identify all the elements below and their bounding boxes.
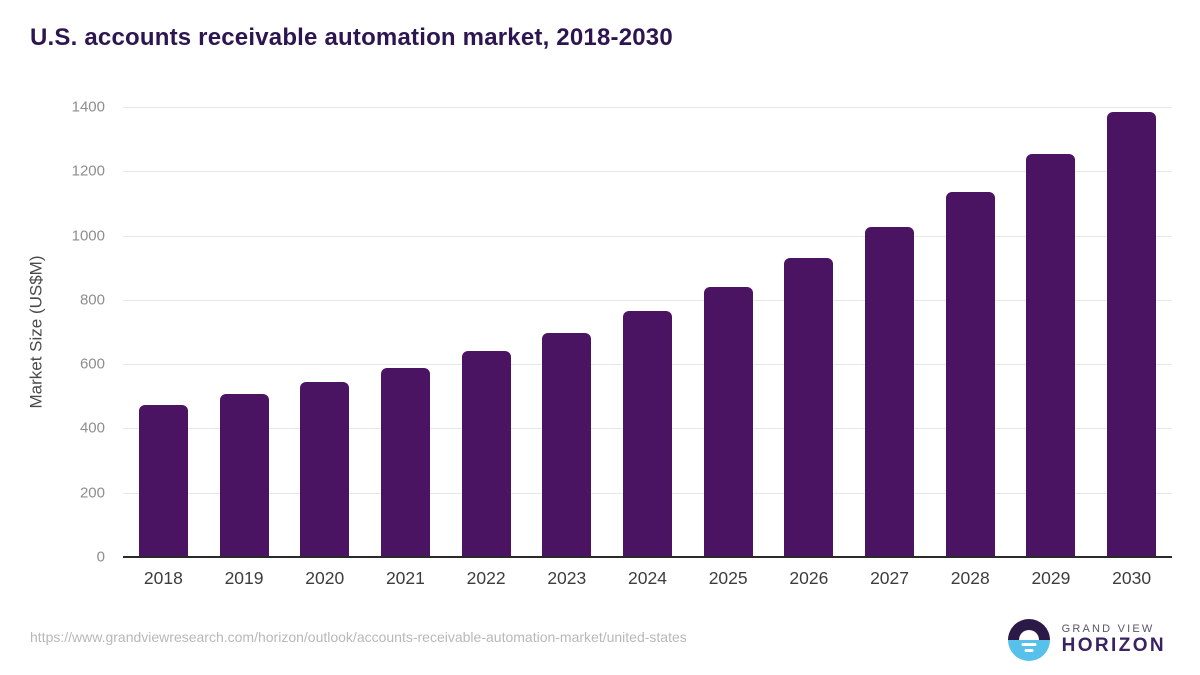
x-tick-label-2023: 2023 (547, 568, 587, 588)
bar-series (123, 107, 1172, 557)
gridline-800 (123, 299, 1172, 301)
logo-text: GRAND VIEW HORIZON (1062, 623, 1166, 657)
plot-area (123, 107, 1172, 558)
bar-2024 (622, 311, 672, 557)
bar-slot-2018 (123, 107, 204, 557)
bar-2023 (542, 332, 592, 557)
bar-2028 (945, 192, 995, 557)
bar-2026 (784, 258, 834, 557)
y-tick-label-1400: 1400 (71, 98, 105, 116)
bar-slot-2030 (1091, 107, 1172, 557)
bar-2029 (1026, 153, 1076, 557)
y-tick-label-400: 400 (79, 419, 105, 437)
x-tick-label-2026: 2026 (789, 568, 829, 588)
gridline-1000 (123, 235, 1172, 237)
y-tick-label-0: 0 (96, 548, 105, 566)
x-tick-label-2025: 2025 (708, 568, 748, 588)
bar-slot-2028 (930, 107, 1011, 557)
water-line-2 (1024, 648, 1034, 652)
y-tick-label-1200: 1200 (71, 162, 105, 180)
bar-2030 (1107, 111, 1157, 557)
y-tick-label-800: 800 (79, 291, 105, 309)
bar-slot-2023 (526, 107, 607, 557)
grand-view-horizon-logo: GRAND VIEW HORIZON (1007, 619, 1166, 661)
bar-2021 (380, 367, 430, 557)
x-tick-label-2029: 2029 (1031, 568, 1071, 588)
x-tick-label-2019: 2019 (224, 568, 264, 588)
bar-slot-2021 (365, 107, 446, 557)
bar-2025 (703, 286, 753, 557)
bar-slot-2020 (284, 107, 365, 557)
bar-slot-2025 (688, 107, 769, 557)
gridline-1200 (123, 171, 1172, 173)
logo-brand-name: GRAND VIEW (1061, 622, 1155, 635)
chart-title: U.S. accounts receivable automation mark… (30, 24, 673, 51)
bar-slot-2022 (446, 107, 527, 557)
water-line-1 (1021, 642, 1037, 646)
source-url: https://www.grandviewresearch.com/horizo… (30, 629, 687, 645)
bar-slot-2026 (769, 107, 850, 557)
bar-slot-2029 (1011, 107, 1092, 557)
x-axis-line (123, 556, 1172, 558)
x-tick-label-2022: 2022 (466, 568, 506, 588)
y-tick-label-200: 200 (79, 484, 105, 502)
x-axis-tick-labels: 2018 2019 2020 2021 2022 2023 2024 2025 2026 2027… (123, 568, 1172, 589)
bar-slot-2019 (204, 107, 285, 557)
y-tick-label-600: 600 (79, 355, 105, 373)
x-tick-label-2018: 2018 (143, 568, 183, 588)
x-tick-label-2030: 2030 (1112, 568, 1152, 588)
gridline-1400 (123, 107, 1172, 108)
bar-2022 (461, 351, 511, 557)
x-tick-label-2020: 2020 (305, 568, 345, 588)
y-tick-label-1000: 1000 (71, 227, 105, 245)
logo-product-name: HORIZON (1061, 635, 1166, 657)
x-tick-label-2021: 2021 (385, 568, 425, 588)
y-axis-tick-labels: 0 200 400 600 800 1000 1200 1400 (0, 99, 105, 566)
bar-slot-2024 (607, 107, 688, 557)
bar-2020 (300, 381, 350, 557)
x-tick-label-2024: 2024 (628, 568, 667, 588)
x-tick-label-2028: 2028 (950, 568, 990, 588)
bar-2018 (138, 404, 188, 557)
sun-shape (1018, 630, 1039, 640)
bar-2027 (865, 227, 915, 557)
horizon-sun-over-water-icon (1007, 619, 1050, 661)
bar-slot-2027 (849, 107, 930, 557)
x-tick-label-2027: 2027 (870, 568, 909, 588)
bar-2019 (219, 393, 269, 557)
